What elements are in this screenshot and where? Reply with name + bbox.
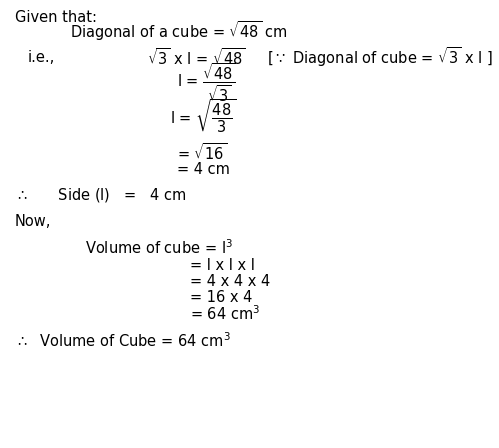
Text: Diagonal of a cube = $\sqrt{48}$ cm: Diagonal of a cube = $\sqrt{48}$ cm	[70, 19, 287, 43]
Text: Given that:: Given that:	[15, 9, 97, 25]
Text: $\therefore$      Side (l)   =   4 cm: $\therefore$ Side (l) = 4 cm	[15, 186, 187, 204]
Text: = 4 x 4 x 4: = 4 x 4 x 4	[190, 274, 270, 289]
Text: l = $\dfrac{\sqrt{48}}{\sqrt{3}}$: l = $\dfrac{\sqrt{48}}{\sqrt{3}}$	[177, 62, 236, 104]
Text: Volume of cube = l$^{3}$: Volume of cube = l$^{3}$	[85, 238, 233, 257]
Text: $\sqrt{3}$ x l = $\sqrt{48}$: $\sqrt{3}$ x l = $\sqrt{48}$	[147, 47, 246, 68]
Text: [$\because$ Diagonal of cube = $\sqrt{3}$ x l ]: [$\because$ Diagonal of cube = $\sqrt{3}…	[267, 45, 493, 69]
Text: = 16 x 4: = 16 x 4	[190, 290, 252, 305]
Text: $\therefore$  Volume of Cube = 64 cm$^{3}$: $\therefore$ Volume of Cube = 64 cm$^{3}…	[15, 331, 231, 350]
Text: = 4 cm: = 4 cm	[177, 162, 230, 177]
Text: = l x l x l: = l x l x l	[190, 258, 254, 273]
Text: l = $\sqrt{\dfrac{48}{3}}$: l = $\sqrt{\dfrac{48}{3}}$	[170, 98, 236, 135]
Text: = $\sqrt{16}$: = $\sqrt{16}$	[177, 142, 227, 163]
Text: = 64 cm$^{3}$: = 64 cm$^{3}$	[190, 304, 260, 323]
Text: Now,: Now,	[15, 214, 51, 229]
Text: i.e.,: i.e.,	[27, 50, 55, 65]
